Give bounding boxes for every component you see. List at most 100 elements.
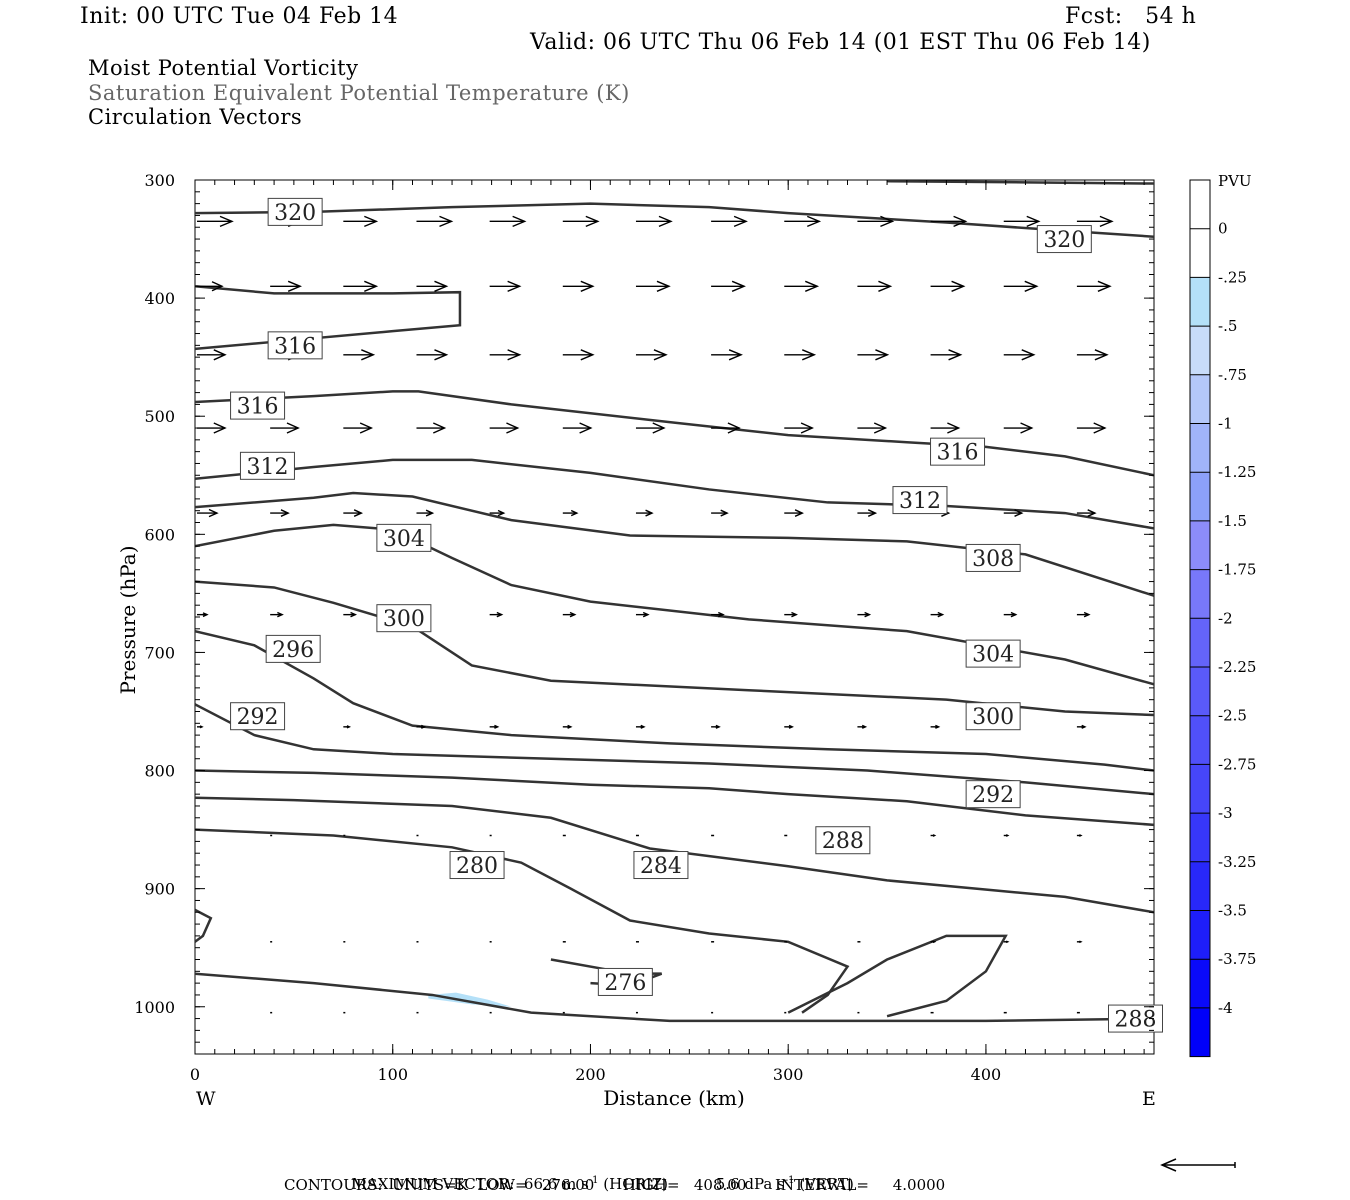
circulation-vector bbox=[562, 349, 595, 361]
contour-label: 304 bbox=[965, 639, 1021, 668]
circulation-vector bbox=[562, 422, 593, 434]
circulation-vector bbox=[270, 509, 290, 517]
circulation-vector bbox=[930, 215, 968, 227]
y-tick-label: 800 bbox=[144, 762, 175, 781]
circulation-vector bbox=[784, 611, 798, 618]
title-theta-es: Saturation Equivalent Potential Temperat… bbox=[88, 81, 630, 105]
circulation-vector bbox=[930, 940, 937, 944]
circulation-vector bbox=[930, 834, 937, 837]
circulation-vector bbox=[784, 422, 814, 434]
circulation-vector bbox=[784, 349, 817, 361]
svg-text:316: 316 bbox=[274, 334, 316, 359]
x-tick-label: 300 bbox=[773, 1065, 804, 1084]
colorbar-level-label: -.75 bbox=[1218, 366, 1247, 384]
y-tick-label: 500 bbox=[144, 407, 175, 426]
colorbar-level-label: -1 bbox=[1218, 415, 1233, 433]
colorbar-swatch bbox=[1190, 326, 1210, 375]
contour-label: 284 bbox=[633, 851, 689, 880]
circulation-vector bbox=[197, 508, 219, 518]
circulation-vector bbox=[784, 215, 822, 227]
circulation-vector bbox=[1076, 280, 1112, 292]
circulation-vector bbox=[857, 724, 868, 729]
svg-text:308: 308 bbox=[972, 547, 1014, 572]
circulation-vector bbox=[711, 611, 725, 618]
circulation-vector bbox=[711, 724, 721, 729]
negative-pv-shading bbox=[428, 992, 512, 1007]
circulation-vector bbox=[416, 215, 454, 227]
circulation-vector bbox=[711, 422, 741, 434]
x-end-label-west: W bbox=[196, 1088, 216, 1110]
contour-label: 300 bbox=[965, 702, 1021, 731]
contour-label: 304 bbox=[376, 523, 432, 552]
contour-320 bbox=[195, 202, 1154, 238]
circulation-vector bbox=[1003, 509, 1024, 517]
circulation-vector bbox=[635, 422, 666, 434]
circulation-vector bbox=[489, 215, 527, 227]
svg-text:300: 300 bbox=[383, 607, 425, 632]
x-tick-label: 100 bbox=[377, 1065, 408, 1084]
circulation-vector bbox=[1076, 940, 1083, 944]
svg-text:320: 320 bbox=[274, 201, 316, 226]
y-tick-label: 700 bbox=[144, 643, 175, 662]
contour-label: 276 bbox=[597, 967, 653, 996]
svg-text:292: 292 bbox=[237, 705, 279, 730]
contour-296 bbox=[195, 629, 1154, 772]
colorbar-swatch bbox=[1190, 618, 1210, 667]
colorbar-swatch bbox=[1190, 472, 1210, 521]
circulation-vector bbox=[343, 280, 379, 292]
circulation-vector bbox=[270, 422, 300, 434]
contour-label: 292 bbox=[230, 702, 286, 731]
colorbar-unit: PVU bbox=[1218, 172, 1252, 190]
circulation-vector bbox=[1003, 940, 1010, 944]
circulation-vector bbox=[635, 215, 673, 227]
contour-276 bbox=[195, 908, 213, 943]
contour-label: 308 bbox=[965, 543, 1021, 572]
circulation-vector bbox=[1003, 422, 1034, 434]
contour-label: 320 bbox=[267, 197, 323, 226]
contour-label: 316 bbox=[267, 331, 323, 360]
circulation-vector bbox=[562, 280, 595, 292]
contour-label: 288 bbox=[1107, 1004, 1163, 1033]
svg-text:316: 316 bbox=[937, 441, 979, 466]
circulation-vector bbox=[1076, 349, 1109, 361]
reference-vector bbox=[1160, 1158, 1236, 1172]
circulation-vector bbox=[857, 280, 893, 292]
circulation-vector bbox=[343, 422, 374, 434]
circulation-vector bbox=[562, 509, 579, 517]
circulation-vector bbox=[1076, 509, 1097, 517]
circulation-vector bbox=[711, 215, 748, 227]
circulation-vector bbox=[930, 349, 963, 361]
contour-292 bbox=[195, 703, 1154, 796]
circulation-vector bbox=[270, 280, 302, 292]
circulation-vector bbox=[343, 725, 352, 729]
circulation-vector bbox=[1003, 611, 1018, 618]
circulation-vector bbox=[711, 509, 729, 517]
contour-label: 296 bbox=[265, 634, 321, 663]
contour-312 bbox=[195, 458, 1154, 530]
colorbar-swatch bbox=[1190, 667, 1210, 716]
svg-text:284: 284 bbox=[640, 854, 682, 879]
contour-316 bbox=[195, 390, 1154, 477]
colorbar-level-label: -1.25 bbox=[1218, 463, 1256, 481]
circulation-vector bbox=[343, 509, 364, 517]
svg-text:320: 320 bbox=[1043, 228, 1085, 253]
circulation-vector bbox=[635, 509, 654, 517]
colorbar-level-label: -2 bbox=[1218, 609, 1233, 627]
circulation-vector bbox=[1076, 724, 1087, 729]
colorbar-level-label: -2.75 bbox=[1218, 755, 1256, 773]
svg-text:312: 312 bbox=[899, 489, 941, 514]
circulation-vector bbox=[197, 215, 234, 227]
circulation-vector bbox=[635, 724, 646, 729]
circulation-vector bbox=[711, 349, 743, 361]
circulation-vector bbox=[197, 725, 204, 729]
svg-text:276: 276 bbox=[604, 971, 646, 996]
circulation-vector bbox=[562, 724, 573, 729]
circulation-vector bbox=[489, 724, 500, 729]
circulation-vector bbox=[489, 349, 522, 361]
circulation-vector bbox=[1003, 349, 1036, 361]
colorbar-swatch bbox=[1190, 374, 1210, 424]
contour-label: 288 bbox=[815, 826, 871, 855]
contour-label: 300 bbox=[376, 604, 432, 633]
x-tick-label: 0 bbox=[190, 1065, 200, 1084]
circulation-vector bbox=[635, 280, 671, 292]
